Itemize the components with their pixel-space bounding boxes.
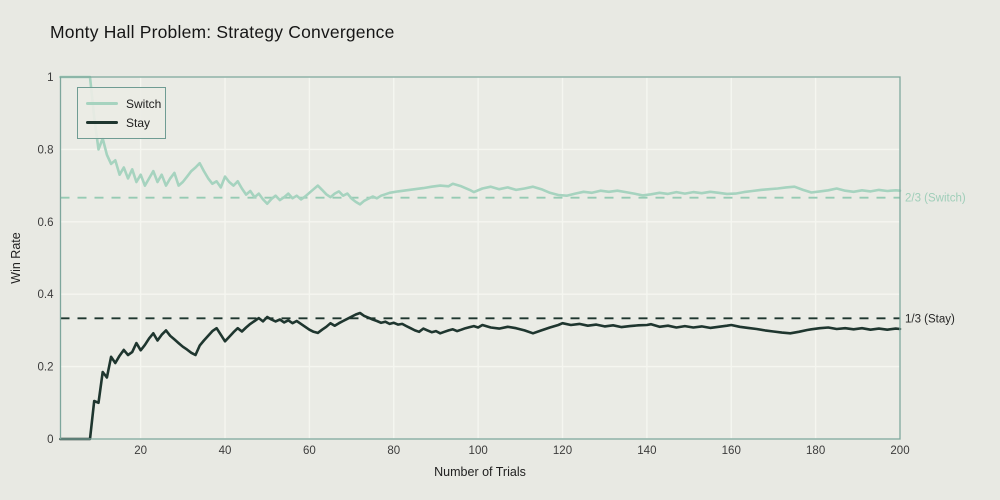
y-tick-label: 0.8	[38, 144, 54, 156]
x-axis-label: Number of Trials	[434, 465, 526, 479]
y-axis-label: Win Rate	[9, 232, 23, 284]
legend-label: Switch	[126, 96, 162, 111]
x-tick-label: 100	[469, 445, 488, 457]
x-tick-label: 20	[134, 445, 147, 457]
reference-line-label: 2/3 (Switch)	[905, 193, 966, 205]
x-tick-label: 120	[553, 445, 572, 457]
legend-label: Stay	[126, 115, 151, 130]
x-tick-label: 200	[890, 445, 909, 457]
y-tick-label: 0.4	[38, 289, 55, 301]
y-tick-label: 0.6	[38, 217, 54, 229]
y-tick-label: 1	[47, 72, 53, 84]
legend-line-sample	[86, 101, 118, 106]
axes-frame	[59, 76, 901, 440]
x-tick-label: 40	[219, 445, 232, 457]
legend-item-switch: Switch	[86, 94, 161, 113]
plot-background	[60, 77, 900, 439]
series-line-switch	[59, 75, 902, 206]
legend-item-stay: Stay	[86, 113, 156, 132]
x-tick-label: 180	[806, 445, 825, 457]
x-tick-label: 60	[303, 445, 316, 457]
legend-line-sample	[86, 120, 118, 125]
legend: Switch Stay	[77, 87, 166, 139]
reference-line-label: 1/3 (Stay)	[905, 313, 955, 325]
chart-title: Monty Hall Problem: Strategy Convergence	[50, 22, 395, 42]
x-tick-label: 160	[722, 445, 741, 457]
x-tick-label: 80	[387, 445, 400, 457]
y-tick-label: 0.2	[38, 362, 54, 374]
y-tick-label: 0	[47, 434, 53, 446]
series-line-stay	[59, 311, 902, 441]
x-tick-label: 140	[637, 445, 656, 457]
